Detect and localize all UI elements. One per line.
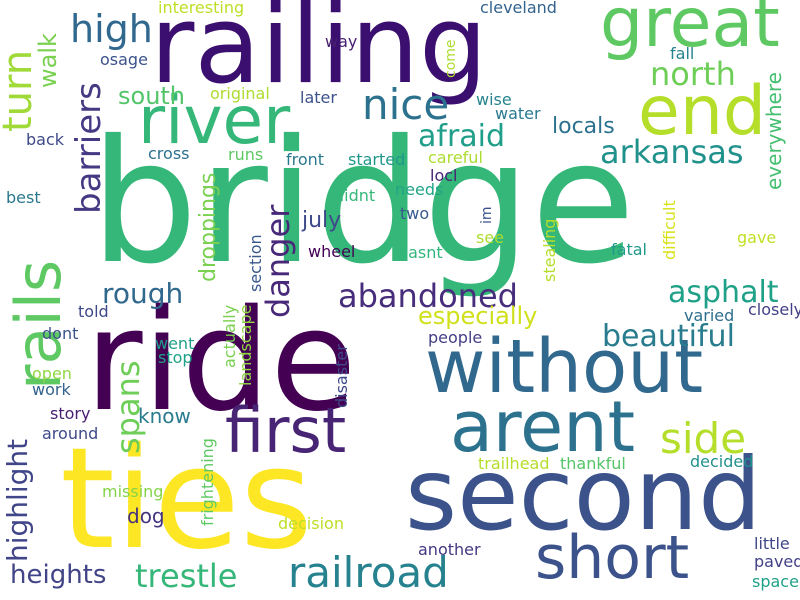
word-trailhead: trailhead xyxy=(478,454,550,473)
word-abandoned: abandoned xyxy=(338,277,518,315)
word-arent: arent xyxy=(450,386,636,468)
word-fall: fall xyxy=(670,44,695,63)
word-decision: decision xyxy=(278,514,344,533)
word-spaced: spaced xyxy=(752,572,800,591)
word-careful: careful xyxy=(428,148,483,167)
word-high: high xyxy=(70,7,153,51)
word-work: work xyxy=(32,380,71,399)
word-osage: osage xyxy=(100,50,148,69)
word-second: second xyxy=(405,436,762,553)
word-later: later xyxy=(300,88,337,107)
word-best: best xyxy=(6,188,41,207)
word-closely: closely xyxy=(748,300,800,319)
word-dog: dog xyxy=(127,504,165,528)
word-runs: runs xyxy=(228,145,264,164)
word-went: went xyxy=(155,334,195,353)
word-disaster: disaster xyxy=(332,344,351,408)
word-railing: railing xyxy=(150,0,488,108)
word-bridge: bridge xyxy=(90,104,636,302)
word-asphalt: asphalt xyxy=(668,275,779,310)
word-original: original xyxy=(210,84,270,103)
word-first: first xyxy=(225,394,347,467)
word-stealing: stealing xyxy=(540,218,559,282)
word-great: great xyxy=(600,0,780,63)
word-side: side xyxy=(660,414,747,463)
word-heights: heights xyxy=(10,560,107,590)
word-railroad: railroad xyxy=(288,548,449,597)
word-short: short xyxy=(535,523,690,593)
word-gave: gave xyxy=(737,228,777,247)
word-landscape: landscape xyxy=(236,304,255,386)
word-two: two xyxy=(400,204,430,223)
word-beautiful: beautiful xyxy=(602,319,735,354)
word-wheel: wheel xyxy=(308,242,356,261)
word-another: another xyxy=(418,540,481,559)
word-danger: danger xyxy=(259,204,297,318)
word-turn: turn xyxy=(0,49,41,132)
word-im: im xyxy=(479,206,495,224)
word-wasnt: wasnt xyxy=(395,243,443,262)
word-nice: nice xyxy=(362,80,450,129)
word-locl: locl xyxy=(430,166,458,185)
word-open: open xyxy=(32,364,72,383)
word-way: way xyxy=(325,32,358,51)
word-people: people xyxy=(428,328,483,347)
word-walk: walk xyxy=(34,33,62,88)
word-fatal: fatal xyxy=(611,240,647,259)
word-locals: locals xyxy=(552,114,615,139)
word-thankful: thankful xyxy=(560,454,626,473)
word-highlight: highlight xyxy=(1,438,34,562)
word-difficult: difficult xyxy=(660,200,679,260)
word-paved: paved xyxy=(754,552,800,571)
word-interesting: interesting xyxy=(158,0,245,17)
word-especially: especially xyxy=(418,302,538,330)
word-decided: decided xyxy=(690,452,754,471)
word-without: without xyxy=(425,324,704,410)
word-everywhere: everywhere xyxy=(762,72,786,190)
word-afraid: afraid xyxy=(418,119,506,154)
word-wise: wise xyxy=(476,90,512,109)
word-section: section xyxy=(246,234,265,292)
word-see: see xyxy=(476,228,505,247)
word-varied: varied xyxy=(684,306,735,325)
word-south: south xyxy=(118,82,186,110)
word-around: around xyxy=(42,424,99,443)
word-ties: ties xyxy=(60,418,313,581)
word-back: back xyxy=(26,130,65,149)
word-dont: dont xyxy=(42,324,79,343)
word-barriers: barriers xyxy=(69,82,109,214)
word-rough: rough xyxy=(102,277,184,310)
word-water: water xyxy=(495,104,541,123)
word-arkansas: arkansas xyxy=(600,133,744,171)
word-told: told xyxy=(78,302,109,321)
word-little: little xyxy=(754,534,790,553)
word-started: started xyxy=(348,150,406,169)
word-didnt: didnt xyxy=(334,186,376,205)
word-droppings: droppings xyxy=(196,172,221,282)
word-trestle: trestle xyxy=(135,557,238,595)
word-july: july xyxy=(302,208,342,233)
word-needs: needs xyxy=(395,180,444,199)
word-know: know xyxy=(138,404,191,428)
word-ride: ride xyxy=(85,280,357,443)
word-come: come xyxy=(443,39,459,78)
word-cleveland: cleveland xyxy=(480,0,557,17)
word-cross: cross xyxy=(148,144,190,163)
word-river: river xyxy=(138,82,291,159)
word-missing: missing xyxy=(102,482,164,501)
word-story: story xyxy=(50,404,91,423)
word-frightening: frightening xyxy=(198,438,217,526)
word-stop: stop xyxy=(158,348,193,367)
word-front: front xyxy=(286,150,325,169)
word-end: end xyxy=(638,72,767,151)
word-north: north xyxy=(650,55,736,93)
